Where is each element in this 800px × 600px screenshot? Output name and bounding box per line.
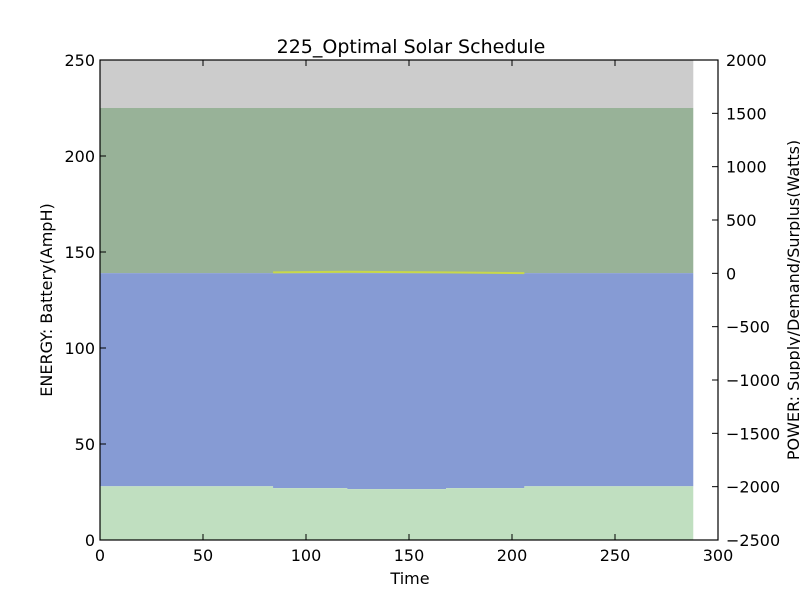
y-left-tick-label: 200 <box>64 147 95 166</box>
band-blue <box>100 273 694 490</box>
y-left-axis-ticks: 0 50 100 150 200 250 <box>64 51 106 550</box>
band-gray <box>100 60 694 108</box>
y-left-tick-label: 0 <box>85 531 95 550</box>
y-left-tick-label: 250 <box>64 51 95 70</box>
area-bands <box>100 60 694 540</box>
y-right-tick-label: 0 <box>726 264 736 283</box>
y-right-tick-label: 1000 <box>726 158 767 177</box>
y-right-tick-label: −1000 <box>726 371 780 390</box>
x-tick-label: 200 <box>497 546 528 565</box>
y-left-tick-label: 50 <box>75 435 95 454</box>
x-tick-label: 250 <box>600 546 631 565</box>
y-right-tick-label: 1500 <box>726 104 767 123</box>
y-left-axis-label: ENERGY: Battery(AmpH) <box>37 203 56 396</box>
x-tick-label: 300 <box>703 546 734 565</box>
y-right-tick-label: −2500 <box>726 531 780 550</box>
chart-title: 225_Optimal Solar Schedule <box>277 36 546 58</box>
y-left-tick-label: 150 <box>64 243 95 262</box>
y-right-tick-label: −1500 <box>726 424 780 443</box>
y-right-tick-label: −500 <box>726 318 770 337</box>
band-light-green <box>100 486 694 540</box>
surplus-line <box>273 270 525 275</box>
x-axis-label: Time <box>389 569 429 588</box>
x-tick-label: 100 <box>291 546 322 565</box>
y-right-axis-ticks: 2000 1500 1000 500 0 −500 −1000 −1500 −2000 −2500 <box>712 51 780 550</box>
x-tick-label: 0 <box>95 546 105 565</box>
x-tick-label: 150 <box>394 546 425 565</box>
x-tick-label: 50 <box>193 546 213 565</box>
band-dark-green <box>100 108 694 274</box>
y-left-tick-label: 100 <box>64 339 95 358</box>
y-right-axis-label: POWER: Supply/Demand/Surplus(Watts) <box>784 140 800 460</box>
y-right-tick-label: 2000 <box>726 51 767 70</box>
surplus-series <box>273 270 525 275</box>
x-axis-ticks: 0 50 100 150 200 250 300 <box>95 60 733 565</box>
y-right-tick-label: −2000 <box>726 478 780 497</box>
y-right-tick-label: 500 <box>726 211 757 230</box>
